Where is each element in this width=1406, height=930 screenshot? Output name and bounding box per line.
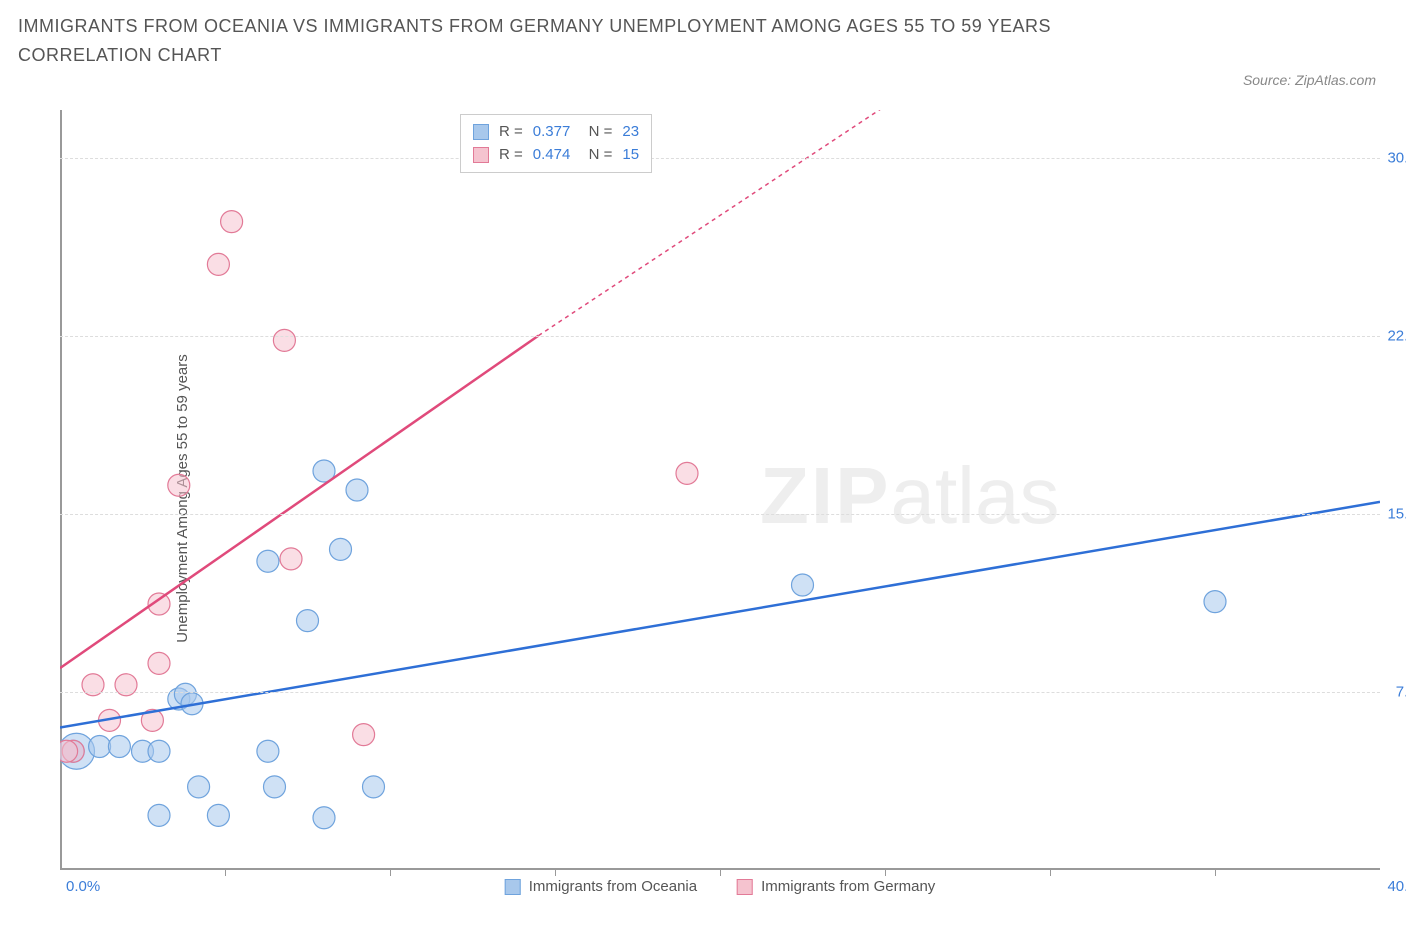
scatter-point: [89, 736, 111, 758]
scatter-point: [207, 253, 229, 275]
n-label: N =: [580, 144, 612, 167]
scatter-point: [346, 479, 368, 501]
legend-label-germany: Immigrants from Germany: [761, 878, 935, 895]
y-tick-label: 30.0%: [1387, 149, 1406, 166]
scatter-point: [207, 804, 229, 826]
r-value-oceania: 0.377: [533, 121, 571, 144]
scatter-point: [257, 550, 279, 572]
plot-area: 7.5%15.0%22.5%30.0%: [60, 110, 1380, 870]
scatter-point: [257, 740, 279, 762]
gridline: [60, 514, 1380, 515]
x-tick-mark: [225, 870, 226, 876]
scatter-point: [363, 776, 385, 798]
r-value-germany: 0.474: [533, 144, 571, 167]
scatter-point: [792, 574, 814, 596]
gridline: [60, 158, 1380, 159]
scatter-point: [330, 538, 352, 560]
swatch-oceania-bottom: [505, 879, 521, 895]
scatter-point: [280, 548, 302, 570]
x-tick-mark: [720, 870, 721, 876]
scatter-point: [313, 807, 335, 829]
scatter-point: [148, 740, 170, 762]
legend-item-oceania: Immigrants from Oceania: [505, 878, 697, 895]
gridline: [60, 336, 1380, 337]
scatter-point: [264, 776, 286, 798]
scatter-point: [188, 776, 210, 798]
bottom-legend: Immigrants from Oceania Immigrants from …: [505, 878, 936, 895]
n-label: N =: [580, 121, 612, 144]
scatter-point: [148, 804, 170, 826]
gridline: [60, 692, 1380, 693]
y-tick-label: 22.5%: [1387, 327, 1406, 344]
x-tick-mark: [1215, 870, 1216, 876]
scatter-point: [148, 652, 170, 674]
correlation-legend: R = 0.377 N = 23 R = 0.474 N = 15: [460, 114, 652, 173]
scatter-point: [676, 462, 698, 484]
scatter-point: [353, 724, 375, 746]
x-tick-max: 40.0%: [1387, 878, 1406, 895]
plot-svg: [60, 110, 1380, 870]
n-value-germany: 15: [622, 144, 639, 167]
legend-row-germany: R = 0.474 N = 15: [473, 144, 639, 167]
y-tick-label: 15.0%: [1387, 505, 1406, 522]
swatch-oceania: [473, 124, 489, 140]
legend-label-oceania: Immigrants from Oceania: [529, 878, 697, 895]
chart-title: IMMIGRANTS FROM OCEANIA VS IMMIGRANTS FR…: [18, 12, 1118, 70]
x-tick-mark: [555, 870, 556, 876]
scatter-point: [297, 610, 319, 632]
legend-row-oceania: R = 0.377 N = 23: [473, 121, 639, 144]
n-value-oceania: 23: [622, 121, 639, 144]
legend-item-germany: Immigrants from Germany: [737, 878, 935, 895]
source-label: Source: ZipAtlas.com: [1243, 72, 1376, 88]
r-label: R =: [499, 121, 523, 144]
scatter-point: [1204, 591, 1226, 613]
x-tick-mark: [885, 870, 886, 876]
swatch-germany: [473, 147, 489, 163]
x-tick-min: 0.0%: [66, 878, 100, 895]
chart-area: Unemployment Among Ages 55 to 59 years Z…: [60, 110, 1380, 870]
r-label: R =: [499, 144, 523, 167]
scatter-point: [273, 329, 295, 351]
x-tick-mark: [390, 870, 391, 876]
scatter-point: [60, 740, 78, 762]
scatter-point: [108, 736, 130, 758]
y-tick-label: 7.5%: [1396, 683, 1406, 700]
trend-line: [60, 502, 1380, 728]
scatter-point: [168, 474, 190, 496]
x-tick-mark: [1050, 870, 1051, 876]
swatch-germany-bottom: [737, 879, 753, 895]
scatter-point: [221, 211, 243, 233]
